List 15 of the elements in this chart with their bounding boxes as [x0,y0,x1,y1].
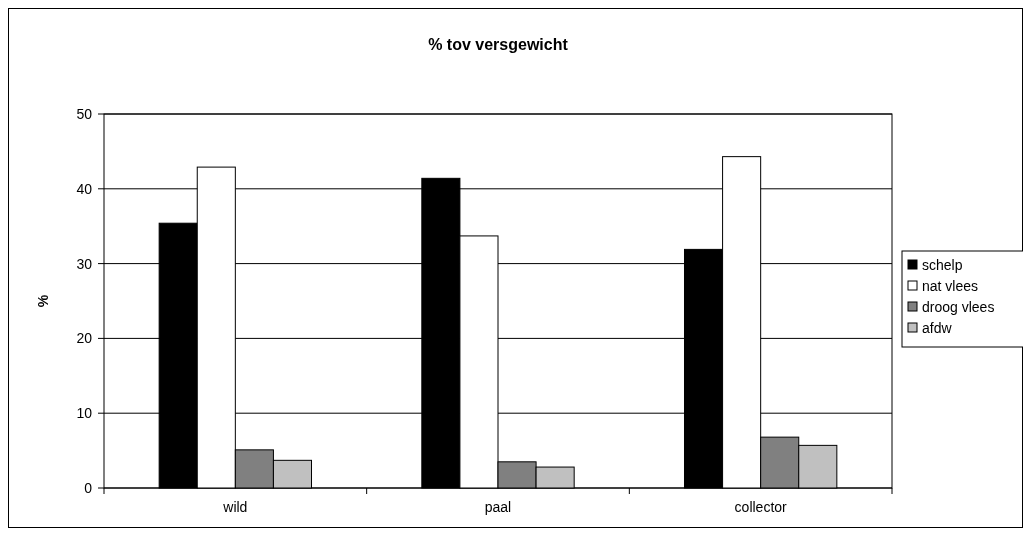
legend-label: nat vlees [922,277,979,294]
x-tick-label: paal [484,499,512,515]
y-tick-label: 40 [76,180,93,197]
chart-title: % tov versgewicht [428,36,569,53]
legend-label: droog vlees [922,298,995,315]
y-tick-label: 20 [76,330,93,347]
x-tick-label: wild [222,499,248,515]
y-tick-label: 30 [76,255,93,272]
y-tick-label: 0 [84,479,93,496]
y-axis-title: % [35,294,51,308]
legend-label: afdw [922,319,953,336]
y-tick-label: 50 [76,105,93,122]
legend-label: schelp [922,256,963,273]
y-tick-label: 10 [76,405,93,422]
x-tick-label: collector [734,499,788,515]
